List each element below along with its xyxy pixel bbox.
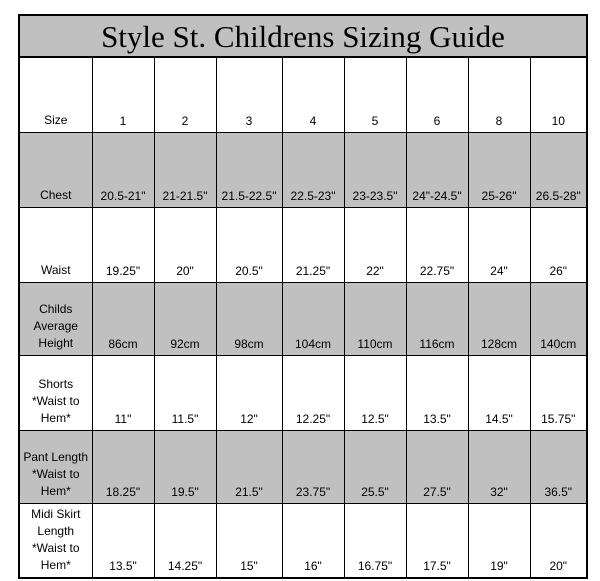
cell-skirt-1: 13.5" (91, 502, 155, 577)
cell-pant-5: 25.5" (343, 429, 407, 504)
cell-skirt-4: 16" (281, 502, 345, 577)
cell-waist-6: 22.75" (405, 206, 469, 283)
cell-skirt-2: 14.25" (153, 502, 217, 577)
cell-pant-3: 21.5" (215, 429, 283, 504)
cell-pant-6: 27.5" (405, 429, 469, 504)
cell-shorts-6: 13.5" (405, 354, 469, 431)
cell-skirt-8: 19" (467, 502, 531, 577)
cell-chest-10: 26.5-28" (529, 131, 586, 208)
cell-shorts-10: 15.75" (529, 354, 586, 431)
row-label-height: Childs Average Height (20, 281, 93, 356)
cell-waist-3: 20.5" (215, 206, 283, 283)
cell-size-4: 4 (281, 58, 345, 133)
cell-chest-6: 24"-24.5" (405, 131, 469, 208)
row-chest: Chest 20.5-21" 21-21.5" 21.5-22.5" 22.5-… (20, 131, 586, 208)
cell-height-1: 86cm (91, 281, 155, 356)
cell-height-2: 92cm (153, 281, 217, 356)
cell-size-2: 2 (153, 58, 217, 133)
cell-waist-2: 20" (153, 206, 217, 283)
cell-pant-1: 18.25" (91, 429, 155, 504)
cell-shorts-3: 12" (215, 354, 283, 431)
row-label-chest: Chest (20, 131, 93, 208)
cell-pant-10: 36.5" (529, 429, 586, 504)
row-label-size: Size (20, 58, 93, 133)
cell-chest-4: 22.5-23" (281, 131, 345, 208)
cell-shorts-5: 12.5" (343, 354, 407, 431)
row-label-pant-length: Pant Length *Waist to Hem* (20, 429, 93, 504)
row-label-midi-skirt-length: Midi Skirt Length *Waist to Hem* (20, 502, 93, 577)
cell-chest-5: 23-23.5" (343, 131, 407, 208)
cell-shorts-2: 11.5" (153, 354, 217, 431)
cell-size-6: 6 (405, 58, 469, 133)
cell-skirt-3: 15" (215, 502, 283, 577)
cell-waist-8: 24" (467, 206, 531, 283)
cell-skirt-10: 20" (529, 502, 586, 577)
cell-chest-3: 21.5-22.5" (215, 131, 283, 208)
cell-shorts-1: 11" (91, 354, 155, 431)
cell-size-5: 5 (343, 58, 407, 133)
row-height: Childs Average Height 86cm 92cm 98cm 104… (20, 281, 586, 356)
row-size: Size 1 2 3 4 5 6 8 10 (20, 58, 586, 133)
cell-chest-1: 20.5-21" (91, 131, 155, 208)
cell-shorts-4: 12.25" (281, 354, 345, 431)
cell-skirt-6: 17.5" (405, 502, 469, 577)
row-label-shorts: Shorts *Waist to Hem* (20, 354, 93, 431)
cell-waist-4: 21.25" (281, 206, 345, 283)
cell-size-3: 3 (215, 58, 283, 133)
row-label-waist: Waist (20, 206, 93, 283)
guide-title: Style St. Childrens Sizing Guide (20, 16, 586, 58)
cell-shorts-8: 14.5" (467, 354, 531, 431)
cell-pant-8: 32" (467, 429, 531, 504)
cell-chest-8: 25-26" (467, 131, 531, 208)
cell-size-10: 10 (529, 58, 586, 133)
row-pant-length: Pant Length *Waist to Hem* 18.25" 19.5" … (20, 429, 586, 504)
cell-height-3: 98cm (215, 281, 283, 356)
cell-pant-4: 23.75" (281, 429, 345, 504)
sizing-guide: Style St. Childrens Sizing Guide Size 1 … (18, 14, 588, 579)
cell-size-1: 1 (91, 58, 155, 133)
row-waist: Waist 19.25" 20" 20.5" 21.25" 22" 22.75"… (20, 206, 586, 283)
cell-height-5: 110cm (343, 281, 407, 356)
cell-skirt-5: 16.75" (343, 502, 407, 577)
cell-waist-10: 26" (529, 206, 586, 283)
cell-height-10: 140cm (529, 281, 586, 356)
cell-height-6: 116cm (405, 281, 469, 356)
sizing-table: Size 1 2 3 4 5 6 8 10 Chest 20.5-21" 21-… (20, 58, 586, 577)
cell-pant-2: 19.5" (153, 429, 217, 504)
cell-height-8: 128cm (467, 281, 531, 356)
cell-size-8: 8 (467, 58, 531, 133)
cell-waist-1: 19.25" (91, 206, 155, 283)
cell-waist-5: 22" (343, 206, 407, 283)
row-shorts: Shorts *Waist to Hem* 11" 11.5" 12" 12.2… (20, 354, 586, 431)
cell-height-4: 104cm (281, 281, 345, 356)
cell-chest-2: 21-21.5" (153, 131, 217, 208)
row-midi-skirt-length: Midi Skirt Length *Waist to Hem* 13.5" 1… (20, 502, 586, 577)
